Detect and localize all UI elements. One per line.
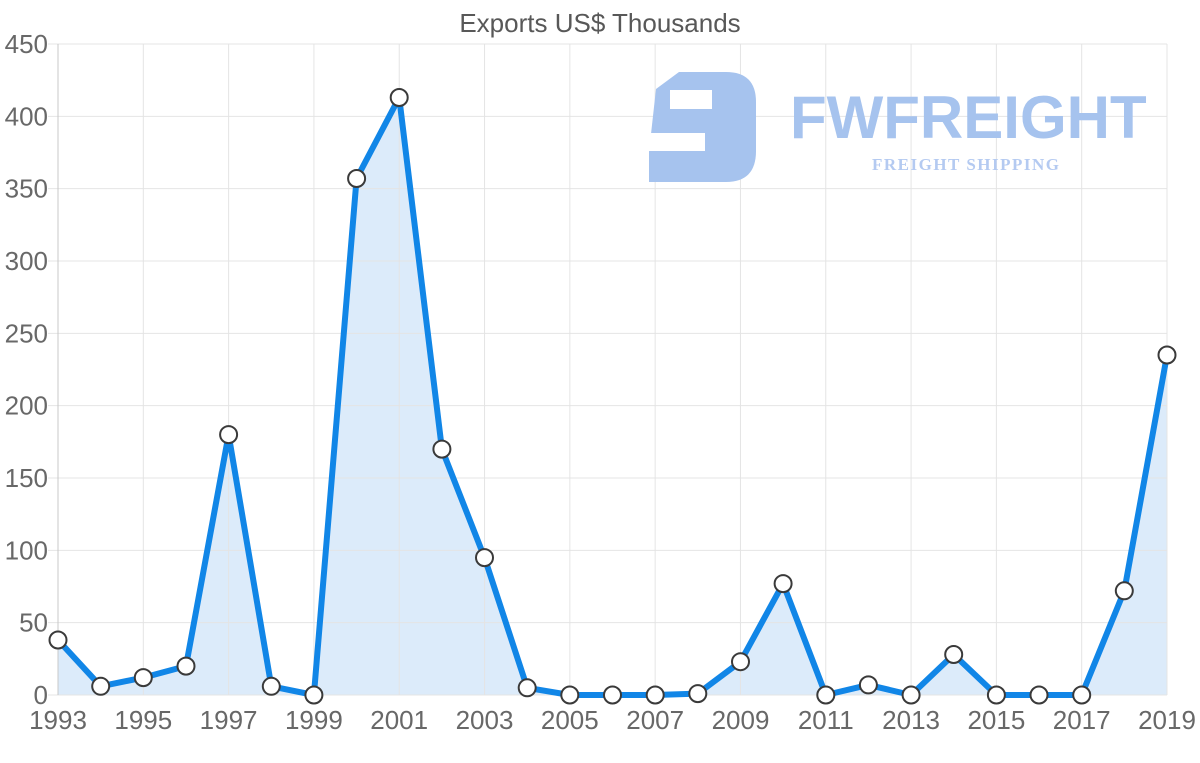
data-point-2014 bbox=[944, 645, 964, 664]
data-point-2019 bbox=[1157, 345, 1177, 365]
y-axis-label-150: 150 bbox=[5, 463, 48, 493]
x-axis-label-1999: 1999 bbox=[285, 705, 343, 735]
data-point-1998 bbox=[261, 676, 281, 696]
y-axis-label-250: 250 bbox=[5, 318, 48, 348]
data-point-2004 bbox=[517, 678, 537, 698]
y-axis-label-200: 200 bbox=[5, 391, 48, 421]
y-axis-label-400: 400 bbox=[5, 101, 48, 131]
data-point-2016 bbox=[1029, 685, 1049, 705]
x-axis-label-2001: 2001 bbox=[370, 705, 428, 735]
data-point-2010 bbox=[773, 574, 793, 594]
x-axis-label-1997: 1997 bbox=[200, 705, 258, 735]
data-point-2006 bbox=[603, 685, 622, 705]
x-axis-label-2007: 2007 bbox=[626, 705, 684, 735]
y-axis-label-50: 50 bbox=[19, 608, 48, 638]
x-axis-label-2017: 2017 bbox=[1053, 705, 1111, 735]
chart-title: Exports US$ Thousands bbox=[459, 8, 741, 38]
y-axis-label-0: 0 bbox=[34, 680, 48, 710]
data-point-1995 bbox=[133, 668, 153, 688]
data-point-1999 bbox=[304, 685, 324, 705]
data-point-2011 bbox=[816, 685, 836, 705]
data-point-2005 bbox=[560, 685, 580, 705]
data-point-1994 bbox=[91, 676, 111, 696]
x-axis-label-2011: 2011 bbox=[798, 705, 854, 735]
data-point-1997 bbox=[219, 425, 239, 445]
x-axis-label-1995: 1995 bbox=[114, 705, 172, 735]
area-fill bbox=[58, 97, 1167, 695]
data-point-2008 bbox=[688, 684, 708, 704]
x-axis-label-2013: 2013 bbox=[882, 705, 940, 735]
data-point-2012 bbox=[858, 675, 878, 695]
data-point-1996 bbox=[176, 656, 196, 676]
data-point-2001 bbox=[389, 88, 409, 107]
data-point-2015 bbox=[986, 685, 1006, 705]
data-point-2009 bbox=[731, 652, 750, 672]
y-axis-label-100: 100 bbox=[5, 535, 48, 565]
y-axis-label-300: 300 bbox=[5, 246, 48, 276]
data-point-2002 bbox=[432, 439, 452, 459]
data-point-2007 bbox=[645, 685, 665, 705]
x-axis-label-2019: 2019 bbox=[1138, 705, 1196, 735]
data-point-2013 bbox=[901, 685, 921, 705]
data-point-2000 bbox=[347, 169, 367, 188]
y-axis-label-350: 350 bbox=[5, 174, 48, 204]
data-point-2003 bbox=[475, 548, 494, 568]
x-axis-label-2003: 2003 bbox=[456, 705, 514, 735]
data-point-1993 bbox=[48, 630, 68, 650]
x-axis-label-1993: 1993 bbox=[29, 705, 87, 735]
data-point-2018 bbox=[1114, 581, 1134, 601]
x-axis-label-2005: 2005 bbox=[541, 705, 599, 735]
x-axis-label-2015: 2015 bbox=[967, 705, 1025, 735]
data-point-2017 bbox=[1072, 685, 1092, 705]
y-axis-label-450: 450 bbox=[5, 29, 48, 59]
x-axis-label-2009: 2009 bbox=[712, 705, 770, 735]
